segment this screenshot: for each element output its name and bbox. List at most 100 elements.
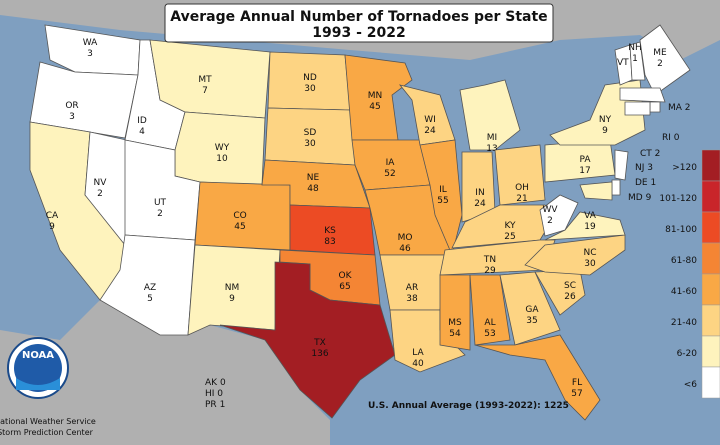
state-label: TN 29	[483, 255, 496, 276]
state-abbr: NM	[225, 283, 240, 293]
state	[499, 271, 561, 346]
state-label: PA 17	[579, 155, 591, 176]
state-label: TX 136	[311, 338, 328, 359]
state-value: 30	[304, 139, 316, 149]
territory-value: 0	[220, 378, 226, 388]
legend-swatch	[701, 211, 720, 244]
state-value: 48	[307, 184, 319, 194]
legend-label: 61-80	[671, 256, 697, 266]
state-label: MN 45	[368, 91, 383, 112]
state-abbr: AZ	[144, 283, 156, 293]
state	[474, 334, 601, 421]
state-value: 2	[657, 59, 663, 69]
state	[619, 87, 666, 103]
state-value: 25	[504, 232, 515, 242]
state-value: 3	[87, 49, 93, 59]
state-abbr: MT	[198, 75, 212, 85]
state-abbr: WV	[542, 205, 558, 215]
territory-value: 1	[220, 400, 226, 410]
state	[614, 149, 629, 181]
state-abbr: MD	[628, 193, 643, 203]
state-value: 2	[157, 209, 163, 219]
state-value: 24	[424, 126, 436, 136]
legend-swatch	[701, 335, 720, 368]
state-label: VA 19	[584, 211, 597, 232]
logo-wave	[16, 378, 60, 390]
state-label: ND 30	[303, 73, 317, 94]
state-abbr: FL	[572, 378, 582, 388]
state-label: SD 30	[304, 128, 317, 149]
state-abbr: MA	[668, 103, 683, 113]
state-abbr: WY	[215, 143, 230, 153]
state-label: GA 35	[525, 305, 539, 326]
state	[649, 101, 661, 113]
state-abbr: NC	[583, 248, 596, 258]
legend-label: 81-100	[665, 225, 697, 235]
state-label: ME 2	[653, 48, 667, 69]
state-abbr: TX	[313, 338, 326, 348]
state-value: 30	[304, 84, 316, 94]
territory-label: PR 1	[205, 400, 225, 410]
state-abbr: NY	[599, 115, 612, 125]
state-abbr: OR	[65, 101, 78, 111]
state-label: NY 9	[599, 115, 612, 136]
state-value: 3	[647, 163, 653, 173]
state-value: 2	[685, 103, 691, 113]
state-abbr: KS	[324, 226, 336, 236]
subtitle: 1993 - 2022	[312, 25, 406, 41]
logo-disc	[14, 344, 62, 392]
state-value: 53	[484, 329, 495, 339]
state-value: 55	[437, 196, 448, 206]
state-label: KY 25	[504, 221, 516, 242]
state-label: MA 2	[668, 103, 691, 113]
state-label: RI 0	[662, 133, 680, 143]
legend-label: 21-40	[671, 318, 697, 328]
state-label: IN 24	[474, 188, 486, 209]
territory-label: HI 0	[205, 389, 223, 399]
state-label: SC 26	[564, 281, 576, 302]
state-value: 2	[547, 216, 553, 226]
territory-value: 0	[217, 389, 223, 399]
logo-line1: National Weather Service	[0, 417, 96, 426]
state-abbr: NV	[94, 178, 108, 188]
state-abbr: WI	[424, 115, 436, 125]
state-value: 17	[579, 166, 590, 176]
state-value: 1	[632, 54, 638, 64]
state-abbr: SC	[564, 281, 576, 291]
state-value: 19	[584, 222, 596, 232]
state-abbr: MO	[398, 233, 413, 243]
state-label: UT 2	[154, 198, 167, 219]
state-value: 3	[69, 112, 75, 122]
state-label: OK 65	[339, 271, 353, 292]
state	[544, 211, 626, 241]
legend-label: >120	[672, 163, 697, 173]
state-value: 38	[406, 294, 418, 304]
legend-swatch	[701, 273, 720, 306]
state-value: 65	[339, 282, 350, 292]
state-abbr: LA	[412, 348, 424, 358]
legend-swatch	[701, 149, 720, 182]
legend-label: <6	[684, 380, 698, 390]
state	[639, 24, 691, 96]
state-abbr: DE	[635, 178, 648, 188]
territory-abbr: HI	[205, 389, 214, 399]
state-abbr: KY	[504, 221, 516, 231]
us-average-value: 1225	[544, 401, 569, 411]
state-abbr: CO	[233, 211, 246, 221]
us-average-label: U.S. Annual Average (1993-2022):	[368, 401, 541, 411]
state-label: CO 45	[233, 211, 246, 232]
state-value: 35	[526, 316, 537, 326]
state	[624, 101, 651, 116]
state-label: FL 57	[571, 378, 582, 399]
state-label: WY 10	[215, 143, 230, 164]
state-label: DE 1	[635, 178, 656, 188]
state-abbr: VT	[617, 58, 629, 68]
state-abbr: MS	[448, 318, 462, 328]
state-value: 46	[399, 244, 411, 254]
state-abbr: SD	[304, 128, 317, 138]
state-label: IA 52	[384, 158, 395, 179]
state-label: AZ 5	[144, 283, 156, 304]
state-abbr: IL	[439, 185, 447, 195]
state-abbr: RI	[662, 133, 671, 143]
